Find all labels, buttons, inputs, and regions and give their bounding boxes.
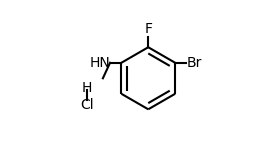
- Text: HN: HN: [89, 56, 110, 70]
- Text: Cl: Cl: [80, 97, 94, 112]
- Text: F: F: [144, 22, 152, 36]
- Text: Br: Br: [186, 56, 202, 70]
- Text: H: H: [82, 81, 92, 95]
